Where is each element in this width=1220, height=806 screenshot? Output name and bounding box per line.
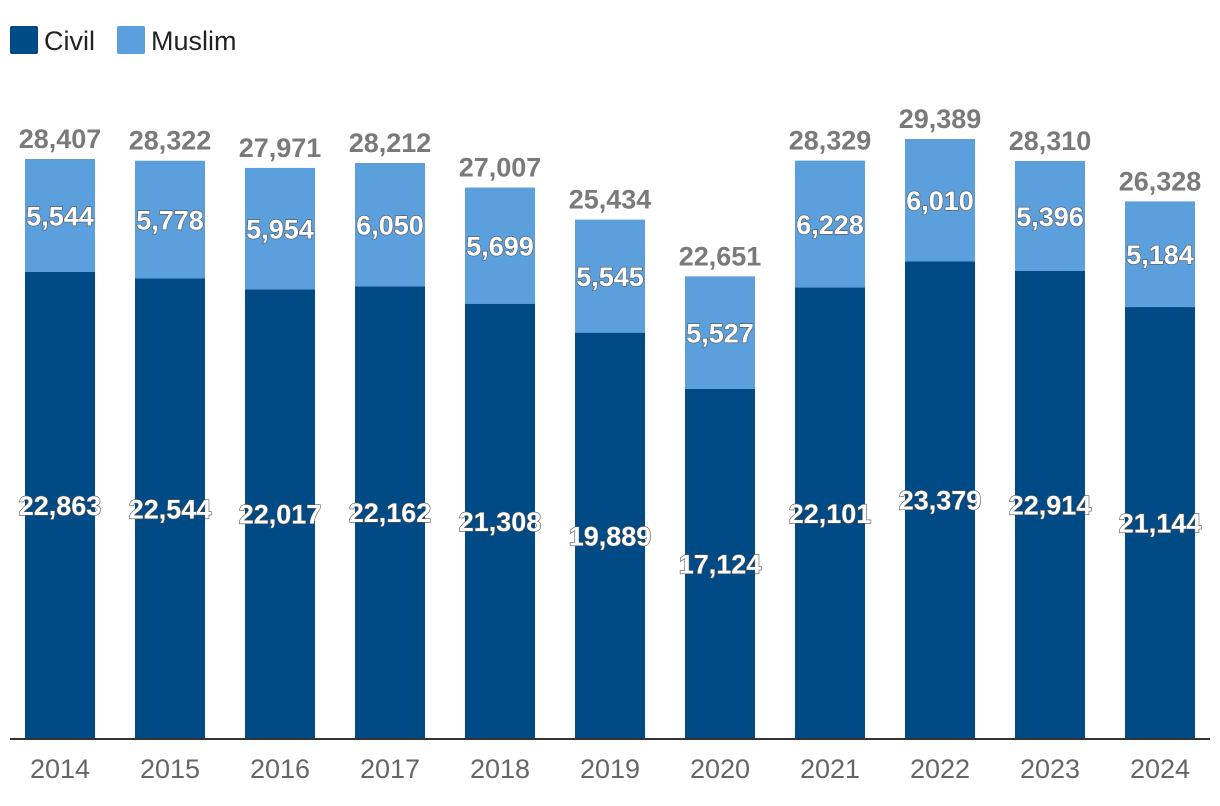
- bar-civil-2023: [1015, 270, 1085, 738]
- label-civil-2021: 22,101: [789, 499, 872, 529]
- label-civil-2024: 21,144: [1119, 509, 1202, 539]
- label-civil-2016: 22,017: [239, 500, 322, 530]
- bar-muslim-2015: [135, 160, 205, 279]
- bars-group: [25, 139, 1195, 738]
- bar-civil-2014: [25, 272, 95, 738]
- label-muslim-2016: 5,954: [246, 215, 314, 245]
- bar-muslim-2020: [685, 276, 755, 389]
- bar-muslim-2024: [1125, 201, 1195, 308]
- x-tick-2024: 2024: [1130, 754, 1190, 784]
- bar-civil-2016: [245, 289, 315, 738]
- label-muslim-2015: 5,778: [136, 206, 204, 236]
- label-total-2020: 22,651: [679, 241, 762, 271]
- label-civil-2014: 22,863: [19, 491, 102, 521]
- bar-muslim-2016: [245, 167, 315, 290]
- label-muslim-2020: 5,527: [686, 319, 754, 349]
- legend-label-muslim: Muslim: [151, 26, 237, 56]
- label-total-2022: 29,389: [899, 104, 982, 134]
- label-civil-2015: 22,544: [129, 494, 212, 524]
- label-total-2014: 28,407: [19, 124, 102, 154]
- legend-label-civil: Civil: [44, 26, 95, 56]
- legend-swatch-muslim: [117, 26, 145, 54]
- bar-civil-2022: [905, 261, 975, 738]
- x-tick-2018: 2018: [470, 754, 530, 784]
- x-tick-2015: 2015: [140, 754, 200, 784]
- label-muslim-2014: 5,544: [26, 202, 94, 232]
- legend-swatch-civil: [10, 26, 38, 54]
- x-tick-2020: 2020: [690, 754, 750, 784]
- bar-civil-2021: [795, 287, 865, 738]
- bar-muslim-2022: [905, 139, 975, 262]
- bar-muslim-2021: [795, 160, 865, 288]
- label-total-2018: 27,007: [459, 153, 542, 183]
- x-tick-2021: 2021: [800, 754, 860, 784]
- label-total-2023: 28,310: [1009, 126, 1092, 156]
- bar-civil-2024: [1125, 307, 1195, 738]
- bar-civil-2015: [135, 278, 205, 738]
- label-total-2021: 28,329: [789, 126, 872, 156]
- bar-civil-2018: [465, 303, 535, 738]
- label-muslim-2022: 6,010: [906, 186, 974, 216]
- x-tick-2014: 2014: [30, 754, 90, 784]
- label-civil-2019: 19,889: [569, 521, 652, 551]
- label-civil-2018: 21,308: [459, 507, 542, 537]
- x-tick-2016: 2016: [250, 754, 310, 784]
- label-total-2017: 28,212: [349, 128, 432, 158]
- label-civil-2022: 23,379: [899, 486, 982, 516]
- label-total-2019: 25,434: [569, 185, 652, 215]
- label-total-2016: 27,971: [239, 133, 322, 163]
- bar-civil-2017: [355, 286, 425, 738]
- bar-muslim-2023: [1015, 160, 1085, 271]
- x-tick-2017: 2017: [360, 754, 420, 784]
- label-muslim-2018: 5,699: [466, 232, 534, 262]
- label-civil-2020: 17,124: [679, 549, 762, 579]
- label-muslim-2017: 6,050: [356, 211, 424, 241]
- labels-group: 22,863 5,544 28,407 22,544 5,778 28,322 22,017…: [18, 104, 1202, 580]
- label-muslim-2023: 5,396: [1016, 202, 1084, 232]
- label-muslim-2019: 5,545: [576, 262, 644, 292]
- label-total-2024: 26,328: [1119, 166, 1202, 196]
- label-civil-2017: 22,162: [349, 498, 432, 528]
- bar-muslim-2018: [465, 187, 535, 304]
- x-axis-ticks: 2014 2015 2016 2017 2018 2019 2020 2021 2022 2023…: [30, 754, 1190, 784]
- bar-muslim-2017: [355, 162, 425, 287]
- x-tick-2023: 2023: [1020, 754, 1080, 784]
- bar-civil-2020: [685, 388, 755, 738]
- x-tick-2019: 2019: [580, 754, 640, 784]
- label-muslim-2021: 6,228: [796, 210, 864, 240]
- bar-muslim-2014: [25, 159, 95, 273]
- bar-civil-2019: [575, 332, 645, 738]
- label-muslim-2024: 5,184: [1126, 240, 1194, 270]
- legend: Civil Muslim: [10, 26, 237, 56]
- label-civil-2023: 22,914: [1009, 490, 1092, 520]
- label-total-2015: 28,322: [129, 126, 212, 156]
- x-tick-2022: 2022: [910, 754, 970, 784]
- bar-muslim-2019: [575, 219, 645, 333]
